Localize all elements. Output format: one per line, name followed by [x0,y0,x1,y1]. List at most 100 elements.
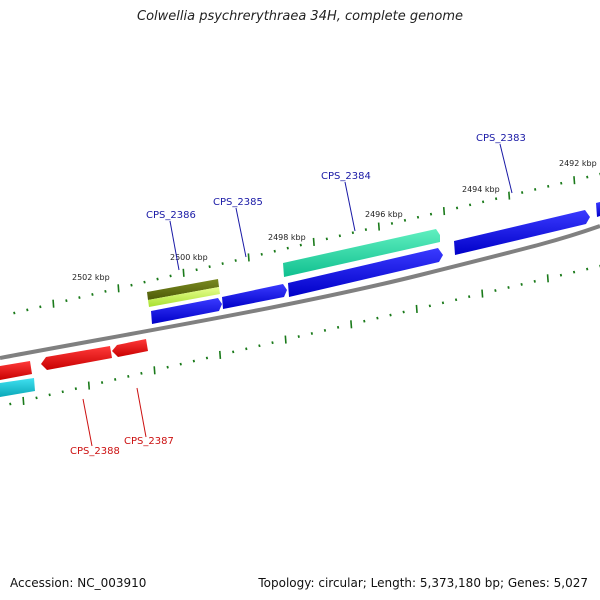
minor-tick [140,371,143,375]
minor-tick [13,311,16,315]
kbp-label: 2502 kbp [72,273,110,282]
major-tick [442,207,446,216]
minor-tick [520,282,523,286]
minor-tick [299,243,302,247]
major-tick [284,335,287,344]
major-tick [546,274,549,283]
major-tick [22,396,25,405]
major-tick [247,253,250,262]
minor-tick [494,197,498,201]
minor-tick [559,273,563,277]
gene-leader-lines [82,143,513,447]
minor-tick [286,246,289,250]
major-tick [117,284,120,293]
gene-label[interactable]: CPS_2384 [321,171,371,182]
minor-tick [325,237,329,241]
minor-tick [271,341,274,345]
kbp-label: 2492 kbp [559,159,597,168]
inner-tick-track [9,264,600,406]
minor-tick [127,374,130,378]
cds-arrow-forward [596,202,600,217]
gene-label[interactable]: CPS_2383 [476,133,526,144]
gene-labels: CPS_2386 CPS_2385 CPS_2384 CPS_2383 CPS_… [70,133,526,457]
minor-tick [156,277,159,281]
minor-tick [258,344,261,348]
leader-line [82,398,93,447]
minor-tick [245,347,248,351]
minor-tick [26,308,29,312]
minor-tick [179,362,182,366]
minor-tick [273,249,276,253]
minor-tick [534,188,537,191]
minor-tick [572,270,576,274]
gene-label[interactable]: CPS_2385 [213,197,263,208]
minor-tick [48,393,51,397]
major-tick [87,381,91,390]
minor-tick [104,289,107,293]
genome-summary: Topology: circular; Length: 5,373,180 bp… [258,576,588,590]
gene-label[interactable]: CPS_2386 [146,210,196,221]
accession-label: Accession: NC_003910 [10,576,147,590]
major-tick [153,366,156,375]
kbp-labels: 2502 kbp 2500 kbp 2498 kbp 2496 kbp 2494… [72,159,597,282]
major-tick [182,268,185,277]
minor-tick [481,200,485,204]
map-title: Colwellia psychrerythraea 34H, complete … [137,9,463,24]
minor-tick [74,387,78,391]
minor-tick [586,175,589,179]
minor-tick [35,396,38,400]
cds-arrow-forward [454,210,590,255]
minor-tick [507,286,510,289]
leader-line [499,143,513,194]
minor-tick [260,252,263,256]
cyan-feature [0,378,35,397]
minor-tick [390,222,394,225]
minor-tick [586,267,589,271]
minor-tick [494,289,497,292]
major-tick [312,237,315,247]
kbp-label: 2494 kbp [462,185,500,194]
minor-tick [454,298,458,302]
minor-tick [376,316,379,320]
minor-tick [100,381,104,384]
cds-arrow-forward [288,248,443,297]
kbp-label: 2500 kbp [170,253,208,262]
minor-tick [520,191,524,194]
teal-feature [283,229,440,277]
minor-tick [297,335,300,338]
minor-tick [429,212,433,216]
minor-tick [455,206,459,210]
major-tick [377,222,381,231]
minor-tick [336,325,340,329]
minor-tick [169,274,172,278]
leader-line [235,207,247,258]
minor-tick [560,181,563,185]
gene-label[interactable]: CPS_2388 [70,446,120,457]
minor-tick [221,262,224,265]
minor-tick [416,215,420,219]
minor-tick [195,268,198,272]
minor-tick [232,350,235,354]
reverse-features [0,339,148,397]
minor-tick [143,280,146,284]
minor-tick [310,332,314,335]
major-tick [508,191,511,200]
minor-tick [441,301,445,305]
major-tick [573,176,576,185]
minor-tick [364,228,368,232]
minor-tick [208,265,211,269]
cds-arrow-forward [151,298,222,324]
forward-features [147,202,600,324]
minor-tick [363,319,366,323]
lime-feature [148,287,220,307]
major-tick [481,289,484,298]
minor-tick [65,299,68,303]
cds-arrow-forward [222,284,287,309]
kbp-label: 2498 kbp [268,233,306,242]
gene-label[interactable]: CPS_2387 [124,436,174,447]
minor-tick [403,218,407,222]
minor-tick [323,328,327,332]
minor-tick [428,304,432,308]
